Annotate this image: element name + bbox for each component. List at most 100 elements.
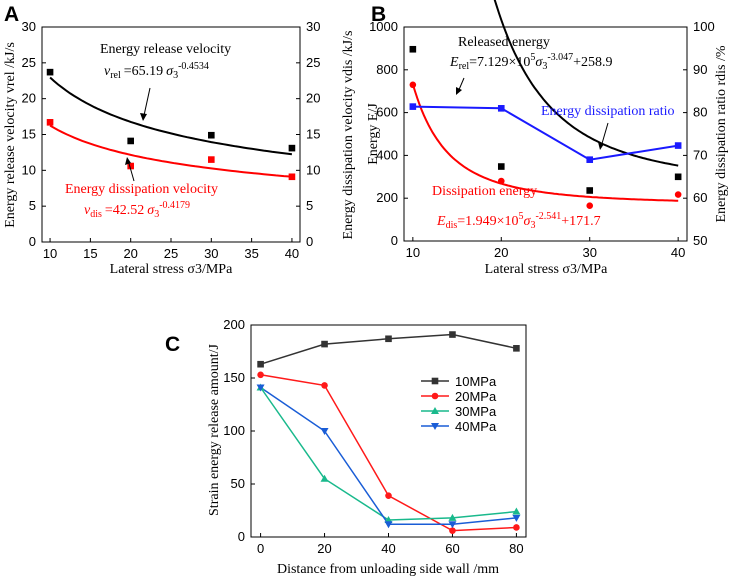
chart-c-point-3 bbox=[512, 514, 521, 522]
chart-c-point-3 bbox=[448, 521, 457, 529]
chart-b-ratio-line bbox=[412, 105, 679, 161]
chart-b-ratio-arrow bbox=[600, 122, 609, 148]
chart-b-ytick-label: 600 bbox=[376, 105, 398, 120]
chart-b-xtick-label: 30 bbox=[582, 245, 596, 260]
chart-a-ytick-right-label: 0 bbox=[306, 234, 313, 249]
panel-label-a: A bbox=[4, 3, 19, 26]
chart-a-ytick-label: 5 bbox=[29, 198, 36, 213]
chart-c-point-2 bbox=[448, 513, 457, 521]
chart-b-ytick-right-label: 80 bbox=[693, 105, 707, 120]
chart-a-ytick-label: 20 bbox=[22, 91, 36, 106]
chart-b-point-1 bbox=[409, 81, 417, 89]
chart-b-ratio-point bbox=[497, 105, 505, 112]
chart-a-xtick-label: 30 bbox=[204, 246, 218, 261]
chart-a-ytick-right-label: 30 bbox=[306, 19, 320, 34]
chart-b-ytick-right-label: 70 bbox=[693, 147, 707, 162]
chart-b-released-equation: Erel=7.129×105σ3-3.047+258.9 bbox=[449, 52, 613, 72]
chart-b-ytick-label: 800 bbox=[376, 62, 398, 77]
chart-c-legend-label-0: 10MPa bbox=[455, 374, 497, 389]
chart-a-ylabel-left: Energy release velocity vrel /kJ/s bbox=[3, 42, 18, 228]
chart-b-xtick-label: 40 bbox=[671, 245, 685, 260]
chart-a-xtick-label: 20 bbox=[123, 246, 137, 261]
chart-b-ytick-label: 400 bbox=[376, 147, 398, 162]
chart-b-dissipation-title: Dissipation energy bbox=[432, 184, 537, 199]
chart-a-ytick-label: 10 bbox=[22, 162, 36, 177]
chart-a-xtick-label: 35 bbox=[244, 246, 258, 261]
chart-c-legend-marker-0 bbox=[431, 377, 439, 385]
chart-b-ratio-point bbox=[409, 103, 417, 110]
chart-c-point-3 bbox=[256, 384, 265, 392]
chart-c-xtick-label: 80 bbox=[509, 541, 523, 556]
chart-a-ytick-label: 30 bbox=[22, 19, 36, 34]
chart-b-frame bbox=[403, 26, 688, 242]
chart-a-ytick-right-label: 25 bbox=[306, 55, 320, 70]
chart-b-point-1 bbox=[497, 177, 505, 185]
chart-c-point-3 bbox=[320, 428, 329, 435]
chart-a-point-1 bbox=[46, 119, 54, 126]
chart-b-fit-line-0 bbox=[493, 0, 679, 167]
chart-b-xlabel: Lateral stress σ3/MPa bbox=[485, 262, 608, 277]
chart-c-point-0 bbox=[385, 335, 392, 343]
chart-a-ytick-label: 0 bbox=[29, 234, 36, 249]
chart-c-point-0 bbox=[449, 331, 456, 338]
panel-label-b: B bbox=[371, 3, 386, 26]
chart-c-legend-marker-3 bbox=[431, 423, 439, 430]
chart-a-point-1 bbox=[208, 156, 215, 163]
chart-c-ylabel: Strain energy release amount/J bbox=[207, 343, 222, 516]
chart-c-point-2 bbox=[320, 474, 329, 482]
chart-c-ytick-label: 50 bbox=[231, 476, 245, 491]
chart-b-ylabel-left: Energy E/J bbox=[366, 103, 381, 165]
chart-b-xtick-label: 10 bbox=[406, 245, 420, 260]
chart-c: 0 20 40 60 80 0 50 100 150 200 10MPa20MPa30MPa40M… bbox=[207, 317, 527, 577]
chart-c-xtick-label: 0 bbox=[257, 541, 264, 556]
chart-b-ytick-right-label: 60 bbox=[693, 190, 707, 205]
chart-b-ratio-point bbox=[586, 156, 594, 163]
chart-c-point-0 bbox=[513, 345, 520, 352]
chart-b-point-1 bbox=[674, 191, 682, 198]
chart-b-released-arrowhead bbox=[456, 87, 462, 95]
chart-c-ytick-label: 200 bbox=[223, 317, 245, 332]
chart-a-xtick-label: 10 bbox=[43, 246, 57, 261]
chart-c-legend-label-2: 30MPa bbox=[455, 404, 497, 419]
chart-b-ratio-title: Energy dissipation ratio bbox=[541, 104, 675, 119]
chart-a-release-title: Energy release velocity bbox=[100, 42, 231, 57]
chart-b-fit-line-1 bbox=[411, 83, 679, 202]
chart-a-point-0 bbox=[46, 68, 54, 76]
chart-c-ytick-label: 0 bbox=[238, 529, 245, 544]
chart-a: 10 15 20 25 30 35 40 0 5 10 15 20 25 30 0 5 10 15 20 25 30 L… bbox=[3, 19, 356, 277]
chart-b-ratio-point bbox=[674, 142, 682, 149]
chart-b-ytick-right-label: 90 bbox=[693, 62, 707, 77]
chart-a-ytick-label: 15 bbox=[22, 127, 36, 142]
chart-b-ylabel-right: Energy dissipation ratio rdis /% bbox=[714, 45, 729, 222]
chart-c-xlabel: Distance from unloading side wall /mm bbox=[277, 562, 499, 577]
chart-a-ytick-right-label: 10 bbox=[306, 162, 320, 177]
chart-b-point-0 bbox=[674, 173, 682, 181]
chart-b-ytick-right-label: 100 bbox=[693, 19, 715, 34]
chart-b-ytick-label: 1000 bbox=[369, 19, 398, 34]
chart-a-point-0 bbox=[208, 131, 215, 139]
chart-a-dissipation-title: Energy dissipation velocity bbox=[65, 182, 218, 197]
chart-c-point-0 bbox=[257, 360, 264, 368]
chart-a-dissipation-equation: vdis =42.52 σ3-0.4179 bbox=[84, 200, 190, 220]
chart-a-ytick-label: 25 bbox=[22, 55, 36, 70]
chart-b-point-0 bbox=[586, 187, 594, 194]
chart-a-release-equation: vrel =65.19 σ3-0.4534 bbox=[104, 61, 209, 81]
chart-a-ytick-right-label: 20 bbox=[306, 91, 320, 106]
chart-a-xtick-label: 40 bbox=[285, 246, 299, 261]
chart-a-point-0 bbox=[127, 137, 134, 145]
chart-a-dissipation-arrowhead bbox=[125, 157, 131, 165]
chart-a-fit-line-1 bbox=[49, 124, 292, 178]
chart-c-point-1 bbox=[257, 371, 264, 379]
chart-a-ylabel-right: Energy dissipation velocity vdis /kJ/s bbox=[341, 31, 356, 240]
chart-a-point-1 bbox=[127, 162, 134, 170]
panel-label-c: C bbox=[165, 333, 180, 356]
chart-c-xtick-label: 20 bbox=[317, 541, 331, 556]
chart-b-point-0 bbox=[409, 45, 417, 53]
chart-c-point-0 bbox=[321, 340, 328, 348]
chart-a-ytick-right-label: 15 bbox=[306, 127, 320, 142]
chart-a-release-arrowhead bbox=[140, 113, 147, 121]
chart-b-dissipation-equation: Edis=1.949×105σ3-2.541+171.7 bbox=[436, 211, 601, 231]
chart-c-legend-marker-2 bbox=[431, 407, 439, 414]
